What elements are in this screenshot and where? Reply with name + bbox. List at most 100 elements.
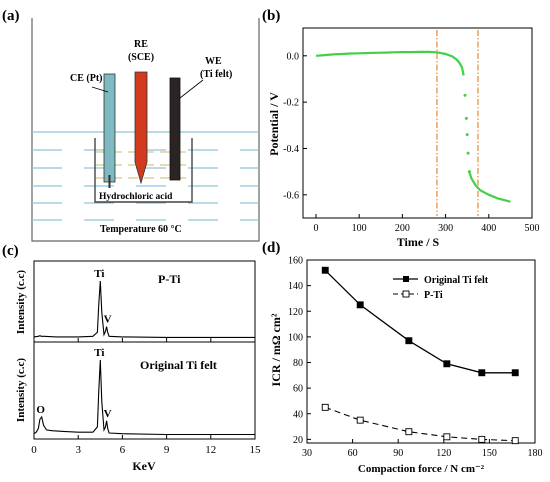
icr-point-original — [356, 301, 364, 309]
eds-spectrum-0 — [33, 280, 255, 338]
icr-point-p-ti — [405, 428, 413, 436]
ce-leader-line — [91, 86, 109, 93]
spectrum-title-p-ti: P-Ti — [158, 272, 181, 286]
y-tick-label-b: -0.4 — [283, 144, 299, 155]
reference-lines-b — [436, 30, 479, 216]
icr-point-original — [405, 337, 413, 345]
panel-b-label: (b) — [262, 8, 280, 24]
panel-a: (a) CE (Pt) RE (SCE) WE (Ti — [2, 8, 260, 242]
y-tick-label-d: 20 — [293, 435, 303, 446]
icr-point-original — [443, 360, 451, 368]
ce-label: CE (Pt) — [70, 73, 103, 84]
y-tick-label-b: 0.0 — [287, 51, 300, 62]
y-tick-label-d: 80 — [293, 358, 303, 369]
peak-label-o: O — [36, 404, 45, 416]
potential-point — [463, 93, 467, 97]
icr-point-p-ti — [321, 403, 329, 411]
icr-point-p-ti — [478, 435, 486, 443]
y-tick-label-d: 40 — [293, 409, 303, 420]
potential-point — [464, 116, 468, 120]
we-label-line1: WE — [205, 56, 222, 67]
panel-c: (c) 0 3 6 9 12 15 Ti V Ti V O P-Ti Original Ti fe… — [2, 243, 261, 473]
potential-curve-active — [468, 171, 511, 203]
x-tick-label-d: 90 — [393, 448, 403, 459]
x-axis-label-d: Compaction force / N cm⁻² — [358, 463, 485, 475]
x-axis-label-b: Time / S — [397, 235, 440, 249]
y-tick-label-b: -0.2 — [283, 98, 299, 109]
peak-label-v: V — [104, 314, 112, 326]
y-tick-label-b: -0.6 — [283, 190, 299, 201]
x-tick-label-d: 30 — [302, 448, 312, 459]
panel-a-label: (a) — [2, 8, 20, 24]
x-tick-label-d: 60 — [348, 448, 358, 459]
x-tick-label-b: 100 — [352, 223, 367, 234]
water-bath — [31, 18, 260, 242]
y-tick-label-d: 140 — [288, 281, 303, 292]
plot-frame-c-top — [33, 260, 256, 343]
panel-d: (d) 30 60 90 120 150 18020406080100120140160 … — [262, 240, 543, 475]
re-label-line2: (SCE) — [128, 52, 154, 63]
y-tick-label-d: 100 — [288, 332, 303, 343]
legend-marker-original — [403, 276, 409, 282]
solution-label: Hydrochloric acid — [99, 192, 173, 202]
peak-label-ti: Ti — [94, 268, 104, 280]
icr-point-original — [511, 369, 519, 377]
potential-point — [467, 170, 471, 174]
x-tick-label-d: 180 — [528, 448, 543, 459]
panel-c-label: (c) — [2, 243, 19, 259]
panel-b: (b) 0 100 200 300 400 500 0.0 -0.2 -0.4 -0.6 Time… — [262, 8, 540, 249]
working-electrode — [169, 77, 181, 181]
eds-spectrum-1 — [33, 359, 255, 436]
y-tick-label-d: 60 — [293, 384, 303, 395]
x-tick-label-d: 120 — [436, 448, 451, 459]
axes-c: 0 3 6 9 12 15 — [31, 338, 261, 456]
we-leader-line — [179, 79, 204, 99]
x-tick-label-b: 400 — [481, 223, 496, 234]
x-tick-label-c: 12 — [205, 444, 216, 456]
panel-d-label: (d) — [262, 240, 280, 256]
legend-marker-p-ti — [402, 290, 410, 298]
series-c — [33, 280, 255, 436]
series-b — [315, 50, 511, 203]
legend-d: Original Ti felt P-Ti — [393, 275, 489, 301]
y-axis-label-d: ICR / mΩ cm² — [269, 313, 283, 386]
y-tick-label-d: 120 — [288, 307, 303, 318]
axes-d: 30 60 90 120 150 180 20 40 60 80 100 120 140 160 — [288, 256, 543, 460]
peak-label-v: V — [104, 408, 112, 420]
icr-point-original — [478, 369, 486, 377]
potential-curve-stable — [315, 50, 465, 76]
potential-point — [466, 151, 470, 155]
y-axis-label-c-bottom: Intensity (c.c) — [15, 358, 27, 422]
legend-label-p-ti: P-Ti — [424, 290, 443, 301]
x-tick-label-c: 0 — [31, 444, 37, 456]
counter-electrode — [103, 73, 116, 183]
x-tick-label-c: 15 — [250, 444, 262, 456]
legend-label-original: Original Ti felt — [424, 275, 489, 286]
plot-frame-c-bottom — [33, 341, 256, 440]
x-tick-label-c: 9 — [164, 444, 170, 456]
peak-label-ti: Ti — [94, 347, 104, 359]
beaker — [94, 138, 193, 203]
we-label-line2: (Ti felt) — [200, 69, 232, 80]
icr-point-p-ti — [511, 437, 519, 445]
plot-frame-d — [306, 259, 536, 444]
x-tick-label-b: 500 — [525, 223, 540, 234]
y-axis-label-b: Potential / V — [267, 92, 281, 156]
peak-labels-c: Ti V Ti V O — [36, 268, 111, 420]
icr-point-p-ti — [356, 416, 364, 424]
icr-point-p-ti — [443, 433, 451, 441]
temperature-label: Temperature 60 °C — [100, 224, 182, 235]
plot-frame-b — [302, 27, 533, 219]
series-d — [321, 266, 519, 445]
potential-point — [465, 133, 469, 137]
re-label-line1: RE — [134, 39, 148, 50]
icr-curve-p-ti — [325, 406, 516, 442]
x-axis-label-c: KeV — [132, 459, 156, 473]
icr-point-original — [321, 266, 329, 274]
spectrum-title-original: Original Ti felt — [140, 358, 217, 372]
x-tick-label-c: 3 — [75, 444, 81, 456]
x-tick-label-c: 6 — [120, 444, 126, 456]
x-tick-label-b: 200 — [395, 223, 410, 234]
icr-curve-original — [324, 269, 516, 374]
